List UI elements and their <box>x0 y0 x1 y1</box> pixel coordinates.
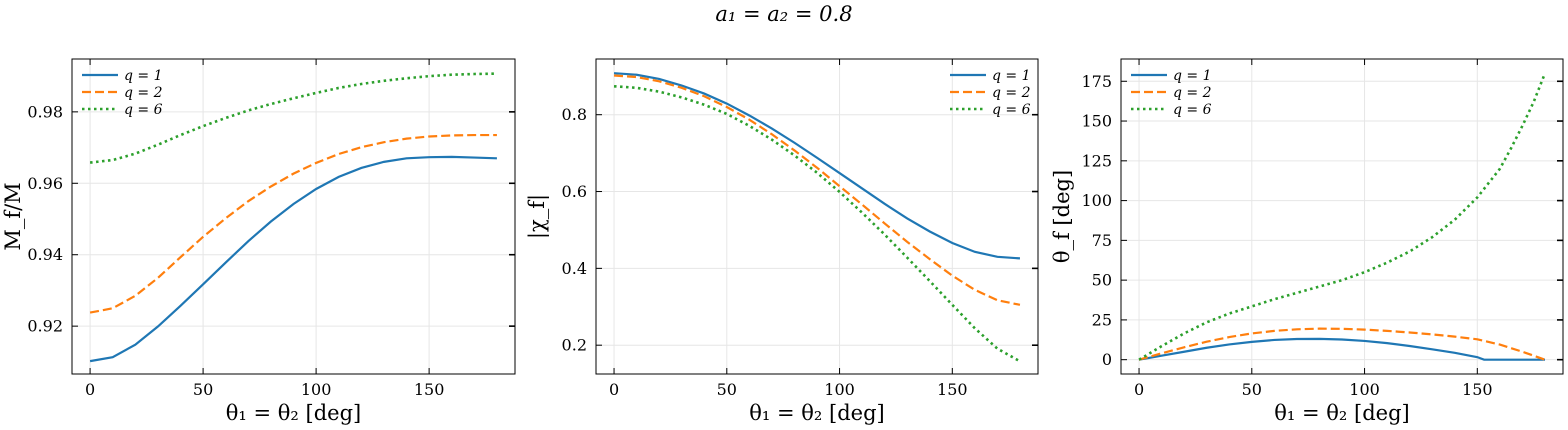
x-tick-label: 50 <box>717 380 737 399</box>
y-tick-label: 0.4 <box>562 259 587 278</box>
figure-title: a₁ = a₂ = 0.8 <box>715 2 853 26</box>
legend-label: q = 2 <box>992 85 1031 101</box>
x-tick-label: 50 <box>193 380 213 399</box>
y-tick-label: 0.8 <box>562 105 587 124</box>
legend-label: q = 2 <box>124 85 163 101</box>
y-axis-label: θ_f [deg] <box>1050 170 1074 263</box>
y-tick-label: 0.2 <box>562 336 587 355</box>
x-axis-label: θ₁ = θ₂ [deg] <box>1274 401 1409 425</box>
legend-label: q = 2 <box>1173 85 1212 101</box>
series-line-q1 <box>1138 337 1545 361</box>
series-line-q1 <box>89 155 497 363</box>
legend: q = 1q = 2q = 6 <box>950 68 1031 118</box>
x-tick-label: 100 <box>824 380 855 399</box>
y-axis-label: |χ_f| <box>525 194 550 239</box>
y-tick-label: 0.6 <box>562 182 587 201</box>
series-line-q2 <box>613 74 1021 306</box>
series-line-q6 <box>613 84 1021 363</box>
plot-frame <box>595 58 1039 375</box>
x-tick-label: 0 <box>1134 380 1144 399</box>
y-tick-label: 175 <box>1081 72 1112 91</box>
y-tick-label: 0.98 <box>27 102 63 121</box>
x-tick-label: 100 <box>301 380 332 399</box>
chart-panel-2: 0 50 100 150 0.2 0.4 0.6 0.8 θ₁ = θ₂ [deg] |χ_f| q… <box>525 58 1039 425</box>
series-line-q6 <box>1138 72 1547 361</box>
x-tick-label: 150 <box>414 380 445 399</box>
y-axis-label: M_f/M <box>1 182 25 250</box>
legend-label: q = 6 <box>992 102 1031 118</box>
y-tick-label: 0.92 <box>27 317 63 336</box>
y-tick-label: 150 <box>1081 112 1112 131</box>
x-tick-label: 0 <box>85 380 95 399</box>
legend-label: q = 1 <box>992 68 1031 84</box>
series-line-q2 <box>1138 327 1546 361</box>
y-tick-label: 0.94 <box>27 245 63 264</box>
x-tick-label: 150 <box>1462 380 1493 399</box>
legend-label: q = 1 <box>1173 68 1212 84</box>
plot-frame <box>1120 58 1564 375</box>
legend-label: q = 6 <box>1173 102 1212 118</box>
legend: q = 1q = 2q = 6 <box>1131 68 1212 118</box>
x-tick-label: 50 <box>1242 380 1262 399</box>
x-axis-label: θ₁ = θ₂ [deg] <box>749 401 884 425</box>
legend: q = 1q = 2q = 6 <box>82 68 163 118</box>
y-tick-label: 0.96 <box>27 174 63 193</box>
y-tick-label: 75 <box>1092 231 1112 250</box>
y-tick-label: 50 <box>1092 271 1112 290</box>
x-tick-label: 0 <box>609 380 619 399</box>
legend-label: q = 6 <box>124 102 163 118</box>
x-tick-label: 100 <box>1349 380 1380 399</box>
series-line-q1 <box>613 72 1021 260</box>
series-line-q2 <box>89 133 497 314</box>
x-axis-label: θ₁ = θ₂ [deg] <box>226 401 361 425</box>
chart-panel-1: 0 50 100 150 0.92 0.94 0.96 0.98 θ₁ = θ₂ [deg] M_… <box>1 58 516 425</box>
y-tick-label: 0 <box>1102 350 1112 369</box>
legend-label: q = 1 <box>124 68 163 84</box>
x-tick-label: 150 <box>937 380 968 399</box>
y-tick-label: 125 <box>1081 151 1112 170</box>
y-tick-label: 100 <box>1081 191 1112 210</box>
plot-frame <box>71 58 516 375</box>
chart-panel-3: 0 50 100 150 0 25 50 75 100 125 150 175 θ₁ = θ₂ [deg… <box>1050 58 1564 425</box>
y-tick-label: 25 <box>1092 310 1112 329</box>
